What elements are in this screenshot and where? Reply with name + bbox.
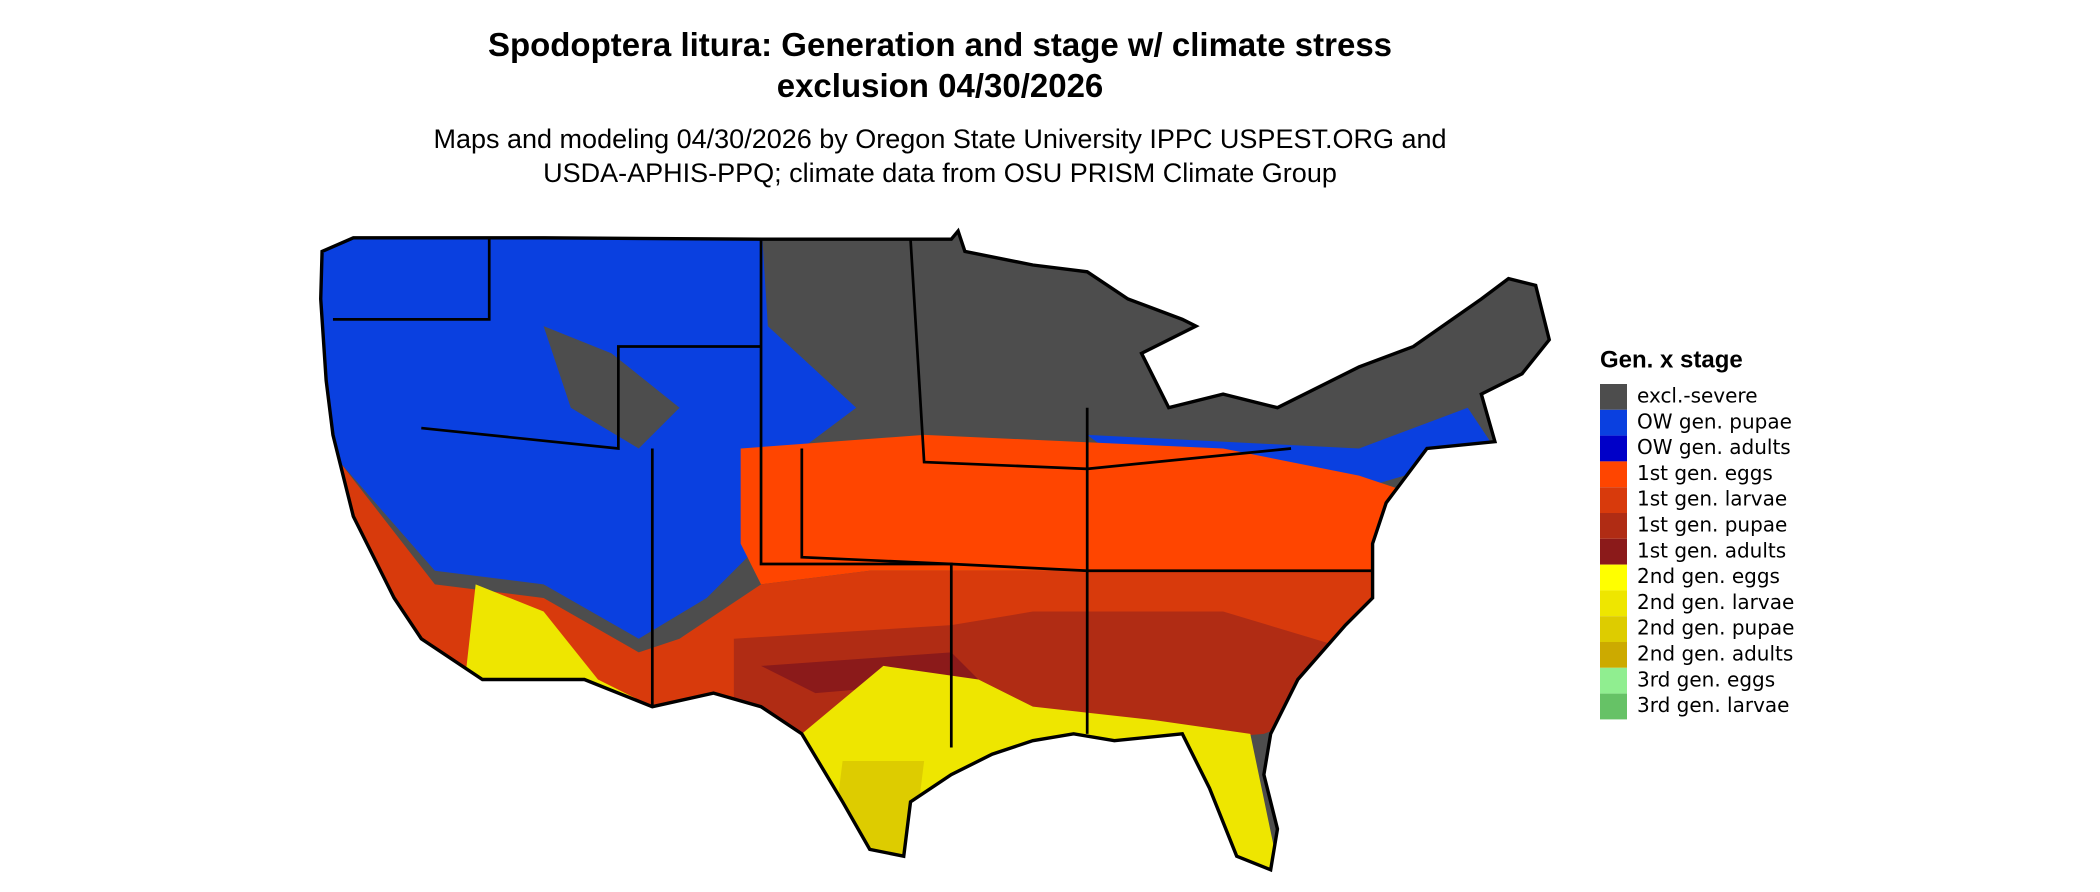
legend-swatch	[1600, 642, 1627, 668]
legend-title: Gen. x stage	[1600, 346, 1743, 373]
legend-label: 2nd gen. adults	[1637, 642, 1793, 666]
state-lines	[332, 237, 1373, 748]
legend-label: 3rd gen. eggs	[1637, 667, 1775, 691]
legend-label: 1st gen. larvae	[1637, 487, 1787, 511]
legend-label: 1st gen. pupae	[1637, 513, 1787, 537]
legend-swatch	[1600, 564, 1627, 591]
legend-swatch	[1600, 513, 1627, 539]
region	[320, 231, 857, 639]
legend-swatch	[1600, 384, 1627, 410]
region	[1210, 870, 1278, 892]
legend-swatch	[1600, 538, 1627, 565]
legend-label: 2nd gen. pupae	[1637, 616, 1794, 640]
title-line: exclusion 04/30/2026	[776, 67, 1104, 104]
legend-swatch	[1600, 616, 1627, 642]
subtitle-line: Maps and modeling 04/30/2026 by Oregon S…	[433, 124, 1447, 154]
legend-swatch	[1600, 409, 1627, 436]
legend-label: 2nd gen. larvae	[1637, 590, 1794, 614]
legend-swatch	[1600, 461, 1627, 488]
legend-label: 1st gen. adults	[1637, 538, 1786, 562]
legend-swatch	[1600, 693, 1627, 720]
legend-label: 1st gen. eggs	[1637, 461, 1773, 485]
us-map	[319, 229, 1551, 892]
title-line: Spodoptera litura: Generation and stage …	[487, 26, 1393, 63]
legend-label: 2nd gen. eggs	[1637, 564, 1780, 588]
legend-label: OW gen. pupae	[1637, 409, 1792, 433]
legend-label: 3rd gen. larvae	[1637, 693, 1789, 717]
legend-swatch	[1600, 435, 1627, 462]
region	[462, 584, 653, 707]
legend-label: OW gen. adults	[1637, 435, 1791, 459]
legend-label: excl.-severe	[1637, 384, 1758, 408]
region	[1087, 407, 1495, 490]
subtitle-line: USDA-APHIS-PPQ; climate data from OSU PR…	[543, 158, 1337, 188]
region	[740, 434, 1400, 585]
legend-swatch	[1600, 487, 1627, 513]
region	[543, 326, 680, 449]
legend-swatch	[1600, 590, 1627, 617]
legend-swatch	[1600, 667, 1627, 694]
